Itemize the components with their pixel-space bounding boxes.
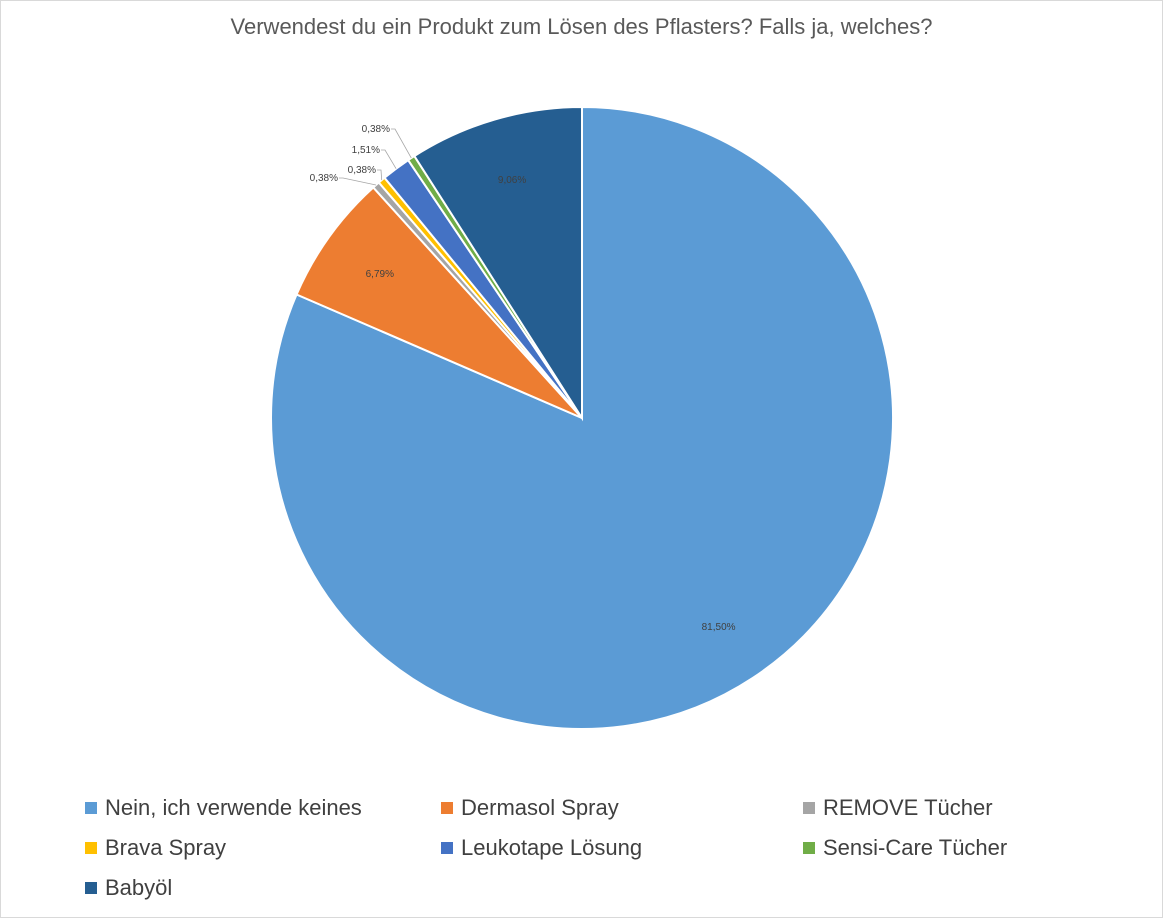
legend-item: Brava Spray [85,835,226,861]
legend-label: Brava Spray [105,835,227,860]
legend-swatch [85,842,97,854]
legend-label: Nein, ich verwende keines [105,795,362,820]
legend-item: Leukotape Lösung [441,835,642,861]
data-label: 0,38% [310,173,338,184]
legend-item: Sensi-Care Tücher [803,835,1007,861]
legend-swatch [441,842,453,854]
legend-label: Dermasol Spray [461,795,619,820]
legend-label: Sensi-Care Tücher [823,835,1008,860]
legend-swatch [803,842,815,854]
legend-item: Dermasol Spray [441,795,619,821]
pie-slice [412,105,583,422]
data-label: 9,06% [498,175,526,186]
legend-label: Leukotape Lösung [461,835,643,860]
legend-label: Babyöl [105,875,173,900]
data-label: 1,51% [352,145,380,156]
leader-line [339,177,377,186]
data-label: 0,38% [348,165,376,176]
leader-line [381,149,397,169]
pie-slice [295,186,583,419]
leader-line [377,169,383,181]
legend-label: REMOVE Tücher [823,795,993,820]
legend-swatch [441,802,453,814]
legend-swatch [85,802,97,814]
legend-item: REMOVE Tücher [803,795,993,821]
chart-title: Verwendest du ein Produkt zum Lösen des … [230,14,933,39]
legend-swatch [803,802,815,814]
data-label: 6,79% [366,269,394,280]
legend-swatch [85,882,97,894]
data-label: 0,38% [362,124,390,135]
legend-item: Babyöl [85,875,172,901]
data-label: 81,50% [702,622,736,633]
leader-line [391,128,412,159]
legend-item: Nein, ich verwende keines [85,795,362,821]
